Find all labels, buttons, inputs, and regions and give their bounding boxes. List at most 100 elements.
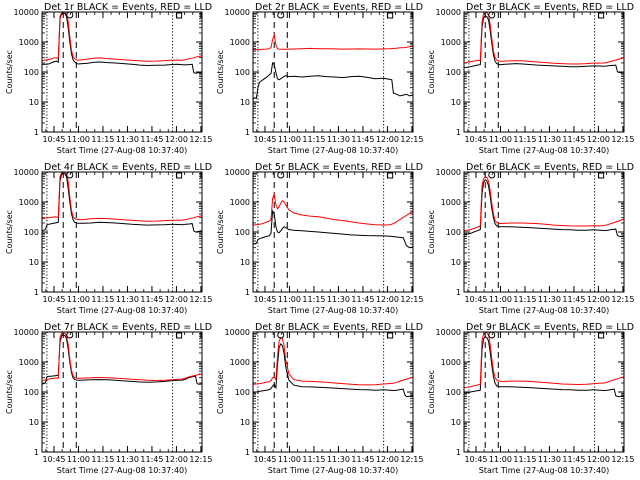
x-tick-label: 12:00 [587,455,610,464]
plot-frame [463,11,625,133]
y-tick-label: 10000 [225,8,250,17]
y-tick-label: 10000 [436,328,461,337]
series-events-line [464,179,624,238]
y-axis-label: Counts/sec [427,50,436,94]
x-tick-label: 12:00 [376,455,399,464]
x-tick-label: 11:30 [538,295,561,304]
x-tick-label: 12:15 [611,455,634,464]
x-axis-label: Start Time (27-Aug-08 10:37:40) [268,466,399,475]
y-tick-label: 100 [235,68,250,77]
x-tick-label: 11:30 [327,455,350,464]
plot-frame [41,331,203,453]
x-tick-label: 11:30 [116,295,139,304]
plot-frame [463,171,625,293]
x-tick-label: 10:45 [253,295,276,304]
y-tick-label: 1000 [230,358,250,367]
y-tick-label: 1 [456,128,461,137]
series-lld-line [42,332,202,382]
y-tick-label: 100 [446,68,461,77]
x-tick-label: 12:00 [165,295,188,304]
x-axis-label: Start Time (27-Aug-08 10:37:40) [479,146,610,155]
x-tick-label: 12:15 [611,295,634,304]
x-tick-label: 10:45 [253,455,276,464]
x-tick-label: 11:45 [140,295,163,304]
x-tick-label: 12:15 [611,135,634,144]
x-axis-label: Start Time (27-Aug-08 10:37:40) [57,306,188,315]
series-lld-line [464,12,624,65]
x-tick-label: 11:00 [67,135,90,144]
end-marker [176,332,183,339]
x-tick-label: 11:00 [489,135,512,144]
y-tick-label: 100 [24,68,39,77]
y-tick-label: 10 [29,258,39,267]
y-tick-label: 10000 [436,8,461,17]
x-tick-label: 11:45 [351,455,374,464]
x-tick-label: 11:45 [562,295,585,304]
y-tick-label: 10 [451,418,461,427]
x-tick-label: 11:00 [278,295,301,304]
y-axis-label: Counts/sec [216,210,225,254]
plot-frame [41,11,203,133]
series-lld-line [464,332,624,389]
y-axis-label: Counts/sec [5,370,14,414]
panel-det-3: Det 3r BLACK = Events, RED = LLD Counts/s… [427,2,634,155]
x-tick-label: 12:15 [189,295,212,304]
x-tick-label: 11:00 [278,135,301,144]
x-tick-label: 12:00 [587,135,610,144]
x-tick-label: 11:15 [302,295,325,304]
x-tick-label: 11:15 [513,295,536,304]
x-tick-label: 11:15 [513,135,536,144]
x-tick-label: 11:15 [91,135,114,144]
x-tick-label: 10:45 [464,455,487,464]
x-tick-label: 11:00 [278,455,301,464]
y-axis-label: Counts/sec [427,210,436,254]
series-events-line [42,172,202,233]
x-tick-label: 11:30 [327,135,350,144]
x-axis-label: Start Time (27-Aug-08 10:37:40) [268,146,399,155]
series-events-line [253,342,413,398]
y-axis-label: Counts/sec [5,210,14,254]
series-events-line [464,15,624,74]
y-tick-label: 10 [240,98,250,107]
end-marker [598,332,605,339]
x-tick-label: 11:45 [140,455,163,464]
x-axis-label: Start Time (27-Aug-08 10:37:40) [268,306,399,315]
end-marker [176,172,183,179]
panel-det-9: Det 9r BLACK = Events, RED = LLD Counts/s… [427,322,634,475]
y-tick-label: 10 [240,258,250,267]
series-lld-line [42,12,202,62]
y-tick-label: 1 [456,448,461,457]
y-tick-label: 100 [24,388,39,397]
plot-frame [463,331,625,453]
x-tick-label: 10:45 [42,295,65,304]
y-tick-label: 1000 [441,198,461,207]
x-tick-label: 11:45 [562,135,585,144]
y-axis-label: Counts/sec [427,370,436,414]
y-tick-label: 10 [451,258,461,267]
series-lld-line [253,336,413,386]
panel-det-7: Det 7r BLACK = Events, RED = LLD Counts/s… [5,322,212,475]
x-tick-label: 11:15 [302,135,325,144]
x-tick-label: 11:30 [116,135,139,144]
panel-title: Det 4r BLACK = Events, RED = LLD [44,162,212,173]
x-tick-label: 11:45 [351,295,374,304]
x-tick-label: 11:00 [67,295,90,304]
x-tick-label: 11:15 [302,455,325,464]
y-axis-label: Counts/sec [5,50,14,94]
x-tick-label: 12:15 [400,455,423,464]
end-marker [598,12,605,19]
x-tick-label: 10:45 [42,455,65,464]
panel-title: Det 2r BLACK = Events, RED = LLD [255,2,423,13]
y-tick-label: 1000 [19,358,39,367]
x-tick-label: 12:00 [165,135,188,144]
y-tick-label: 10000 [436,168,461,177]
x-tick-label: 11:00 [489,295,512,304]
x-tick-label: 12:00 [376,135,399,144]
x-tick-label: 12:15 [400,295,423,304]
y-tick-label: 1 [34,448,39,457]
y-tick-label: 100 [446,228,461,237]
plot-frame [41,171,203,293]
x-tick-label: 11:30 [538,455,561,464]
